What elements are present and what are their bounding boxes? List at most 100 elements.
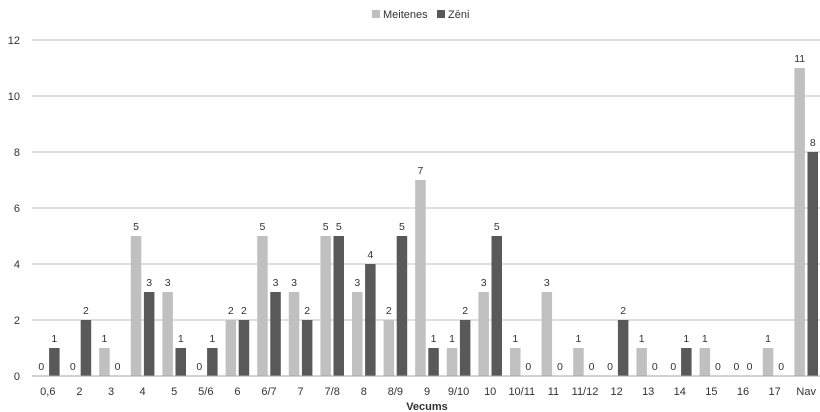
bar-meitenes — [762, 348, 774, 376]
bar-meitenes — [383, 320, 395, 376]
bar-zeni — [459, 320, 471, 376]
bar-meitenes — [573, 348, 584, 376]
data-label: 3 — [544, 277, 550, 289]
data-label: 5 — [494, 221, 500, 233]
data-label: 0 — [670, 361, 676, 373]
x-tick-label: 17 — [768, 386, 780, 398]
y-tick-label: 8 — [14, 147, 20, 159]
bar-zeni — [428, 348, 439, 376]
bar-zeni — [491, 236, 502, 376]
bar-meitenes — [257, 236, 268, 376]
x-tick-label: 12 — [610, 386, 622, 398]
data-label: 1 — [639, 333, 645, 345]
data-label: 8 — [810, 137, 816, 149]
bar-zeni — [681, 348, 692, 376]
y-tick-label: 6 — [14, 203, 20, 215]
data-label: 0 — [734, 361, 740, 373]
data-label: 5 — [133, 221, 139, 233]
x-tick-label: 9 — [424, 386, 430, 398]
bar-meitenes — [352, 292, 363, 376]
data-label: 0 — [196, 361, 202, 373]
bar-zeni — [365, 264, 376, 376]
data-label: 0 — [589, 361, 595, 373]
data-label: 0 — [607, 361, 613, 373]
bar-meitenes — [699, 348, 711, 376]
data-label: 1 — [765, 333, 771, 345]
data-label: 0 — [70, 361, 76, 373]
x-tick-label: 10/11 — [508, 386, 535, 398]
x-tick-label: 8/9 — [388, 386, 403, 398]
data-label: 1 — [209, 333, 215, 345]
data-label: 5 — [323, 221, 329, 233]
data-label: 1 — [683, 333, 689, 345]
y-tick-label: 10 — [8, 91, 20, 103]
data-label: 2 — [620, 305, 626, 317]
data-label: 0 — [115, 361, 121, 373]
data-label: 2 — [304, 305, 310, 317]
data-label: 0 — [652, 361, 658, 373]
data-label: 0 — [715, 361, 721, 373]
x-tick-label: 16 — [737, 386, 749, 398]
data-label: 3 — [481, 277, 487, 289]
x-tick-label: 9/10 — [448, 386, 469, 398]
bar-meitenes — [636, 348, 647, 376]
bar-meitenes — [162, 292, 173, 376]
bar-meitenes — [541, 292, 553, 376]
data-label: 1 — [51, 333, 57, 345]
legend: Meitenes Zēni — [372, 9, 469, 21]
x-tick-label: 6 — [234, 386, 240, 398]
data-label: 2 — [83, 305, 89, 317]
y-tick-label: 4 — [14, 259, 20, 271]
data-label: 4 — [367, 249, 373, 261]
x-tick-label: 8 — [361, 386, 367, 398]
y-tick-label: 0 — [14, 371, 20, 383]
bar-zeni — [270, 292, 281, 376]
bar-meitenes — [446, 348, 458, 376]
legend-label-meitenes: Meitenes — [383, 9, 428, 21]
bar-zeni — [238, 320, 250, 376]
x-axis-title: Vecums — [406, 401, 448, 412]
data-label: 3 — [291, 277, 297, 289]
y-tick-label: 2 — [14, 315, 20, 327]
x-tick-label: 7/8 — [325, 386, 340, 398]
x-tick-label: 5/6 — [198, 386, 213, 398]
bar-zeni — [617, 320, 629, 376]
bar-zeni — [49, 348, 60, 376]
x-tick-label: 7 — [298, 386, 304, 398]
data-label: 2 — [462, 305, 468, 317]
bar-meitenes — [510, 348, 521, 376]
data-label: 0 — [778, 361, 784, 373]
bar-meitenes — [320, 236, 331, 376]
data-label: 3 — [273, 277, 279, 289]
legend-swatch-zeni — [437, 10, 445, 18]
data-label: 1 — [178, 333, 184, 345]
bar-zeni — [207, 348, 218, 376]
data-label: 0 — [525, 361, 531, 373]
data-label: 2 — [241, 305, 247, 317]
data-label: 1 — [702, 333, 708, 345]
data-label: 1 — [512, 333, 518, 345]
bar-zeni — [301, 320, 313, 376]
x-tick-label: 4 — [140, 386, 146, 398]
data-label: 0 — [38, 361, 44, 373]
data-label: 1 — [576, 333, 582, 345]
data-label: 3 — [146, 277, 152, 289]
x-tick-label: 0,6 — [40, 386, 55, 398]
data-label: 1 — [102, 333, 108, 345]
bar-meitenes — [225, 320, 237, 376]
data-label: 3 — [354, 277, 360, 289]
bar-meitenes — [478, 292, 489, 376]
y-axis: 0 2 4 6 8 10 12 — [8, 35, 20, 383]
bar-meitenes — [794, 68, 805, 376]
data-label: 11 — [794, 53, 805, 65]
x-tick-label: Nav — [796, 386, 816, 398]
data-label: 5 — [336, 221, 342, 233]
data-label: 2 — [386, 305, 392, 317]
bar-zeni — [807, 152, 818, 376]
data-label: 0 — [557, 361, 563, 373]
y-tick-label: 12 — [8, 35, 20, 47]
x-tick-label: 10 — [484, 386, 496, 398]
bar-zeni — [143, 292, 155, 376]
